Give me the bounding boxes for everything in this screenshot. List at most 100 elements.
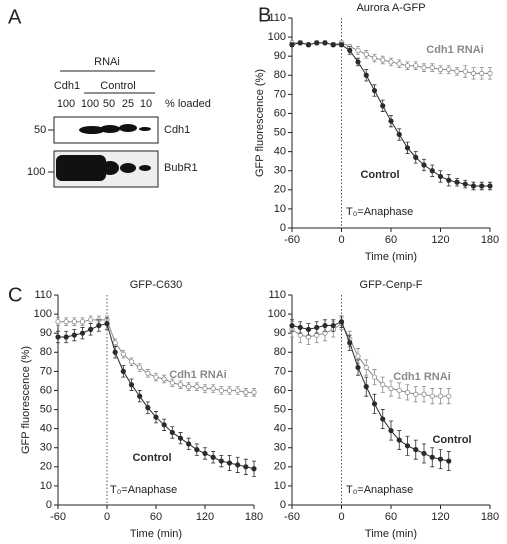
- lane-label: 25: [122, 98, 134, 110]
- data-point: [371, 55, 378, 61]
- data-point: [79, 330, 86, 336]
- x-tick-label: 0: [338, 234, 344, 246]
- y-tick-label: 60: [274, 107, 286, 119]
- y-tick-label: 70: [274, 88, 286, 100]
- y-tick-label: 90: [274, 327, 286, 339]
- data-point: [355, 364, 361, 371]
- data-point: [388, 385, 394, 392]
- chart-title: Aurora A-GFP: [356, 2, 425, 14]
- data-point: [226, 460, 233, 466]
- data-point: [437, 393, 444, 399]
- y-tick-label: 0: [46, 499, 52, 511]
- data-point: [479, 183, 485, 189]
- y-tick-label: 110: [268, 12, 286, 24]
- data-point: [145, 405, 151, 411]
- x-tick-label: -60: [50, 511, 66, 523]
- x-tick-label: 120: [431, 511, 449, 523]
- data-point: [338, 319, 345, 325]
- y-axis-label: GFP fluorescence (%): [254, 69, 266, 177]
- series-label: Cdh1 RNAi: [393, 371, 450, 383]
- y-tick-label: 30: [40, 442, 52, 454]
- y-tick-label: 100: [268, 31, 286, 43]
- panel-label: C: [8, 284, 22, 306]
- data-point: [330, 42, 336, 48]
- data-point: [71, 319, 77, 325]
- x-axis-label: Time (min): [365, 251, 417, 263]
- data-point: [421, 162, 427, 168]
- data-point: [202, 450, 208, 457]
- data-point: [363, 72, 369, 78]
- data-point: [305, 42, 312, 48]
- chart-title: GFP-Cenp-F: [360, 279, 423, 291]
- data-point: [120, 368, 126, 374]
- data-point: [169, 380, 175, 386]
- data-point: [297, 324, 303, 331]
- panel-label: B: [258, 4, 271, 26]
- x-axis-label: Time (min): [365, 528, 417, 540]
- series-label: Control: [432, 434, 471, 446]
- data-point: [194, 447, 200, 453]
- data-point: [226, 387, 233, 394]
- y-tick-label: 40: [274, 146, 286, 158]
- y-tick-label: 60: [274, 384, 286, 396]
- y-tick-label: 30: [274, 165, 286, 177]
- y-tick-label: 30: [274, 442, 286, 454]
- y-tick-label: 50: [274, 403, 286, 415]
- data-point: [161, 376, 167, 382]
- data-point: [153, 374, 159, 380]
- data-point: [462, 181, 468, 187]
- marker-label: 100: [27, 166, 45, 178]
- data-point: [396, 437, 402, 443]
- data-point: [437, 173, 444, 180]
- y-tick-label: 40: [274, 423, 286, 435]
- data-point: [429, 454, 435, 460]
- lane-label: 100: [81, 98, 99, 110]
- data-point: [413, 447, 419, 453]
- x-tick-label: 0: [338, 511, 344, 523]
- data-point: [251, 389, 257, 395]
- blot-header: RNAi: [94, 56, 120, 68]
- data-point: [380, 103, 386, 109]
- data-point: [380, 416, 386, 422]
- data-point: [120, 351, 126, 357]
- data-point: [330, 322, 336, 329]
- y-tick-label: 10: [274, 203, 286, 215]
- x-tick-label: 180: [481, 511, 499, 523]
- series-label: Control: [132, 452, 171, 464]
- y-tick-label: 80: [274, 69, 286, 81]
- data-point: [421, 65, 427, 71]
- data-point: [396, 61, 402, 67]
- data-point: [55, 334, 61, 340]
- annotation: T₀=Anaphase: [346, 484, 413, 496]
- series-label: Control: [360, 169, 399, 181]
- annotation: T₀=Anaphase: [110, 484, 177, 496]
- data-point: [235, 462, 241, 468]
- y-tick-label: 10: [274, 480, 286, 492]
- data-point: [363, 384, 369, 390]
- x-tick-label: -60: [284, 511, 300, 523]
- lanes-caption: % loaded: [165, 98, 211, 110]
- data-point: [161, 422, 167, 428]
- data-point: [251, 466, 257, 472]
- data-point: [454, 68, 460, 75]
- data-point: [243, 389, 249, 395]
- data-point: [128, 382, 135, 388]
- data-point: [177, 382, 184, 388]
- data-point: [88, 317, 94, 323]
- data-point: [338, 42, 345, 48]
- y-tick-label: 100: [268, 308, 286, 320]
- y-tick-label: 20: [274, 184, 286, 196]
- data-point: [289, 322, 295, 329]
- data-point: [153, 414, 159, 420]
- data-point: [112, 349, 118, 355]
- band-label: BubR1: [164, 162, 198, 174]
- y-tick-label: 60: [40, 384, 52, 396]
- data-point: [79, 319, 86, 325]
- data-point: [169, 429, 175, 436]
- y-tick-label: 50: [40, 403, 52, 415]
- data-point: [71, 332, 77, 338]
- data-point: [487, 70, 493, 76]
- data-point: [380, 57, 386, 63]
- x-tick-label: 180: [481, 234, 499, 246]
